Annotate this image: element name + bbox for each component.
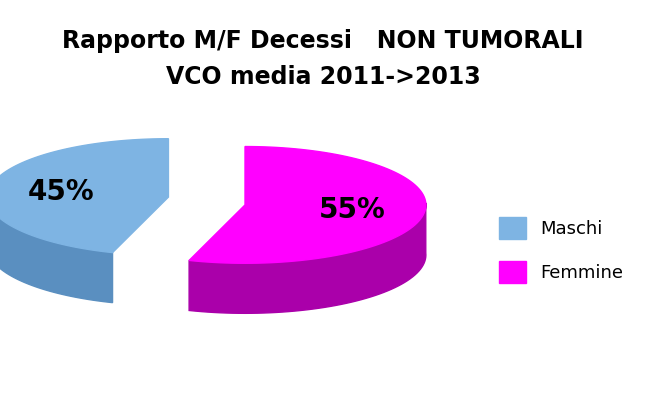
Polygon shape	[0, 196, 112, 303]
Polygon shape	[189, 146, 426, 263]
Polygon shape	[0, 139, 169, 253]
Text: Rapporto M/F Decessi   NON TUMORALI
VCO media 2011->2013: Rapporto M/F Decessi NON TUMORALI VCO me…	[62, 29, 584, 88]
Text: 55%: 55%	[319, 196, 386, 224]
Legend: Maschi, Femmine: Maschi, Femmine	[492, 210, 630, 290]
Polygon shape	[189, 203, 426, 313]
Text: 45%: 45%	[28, 178, 94, 206]
